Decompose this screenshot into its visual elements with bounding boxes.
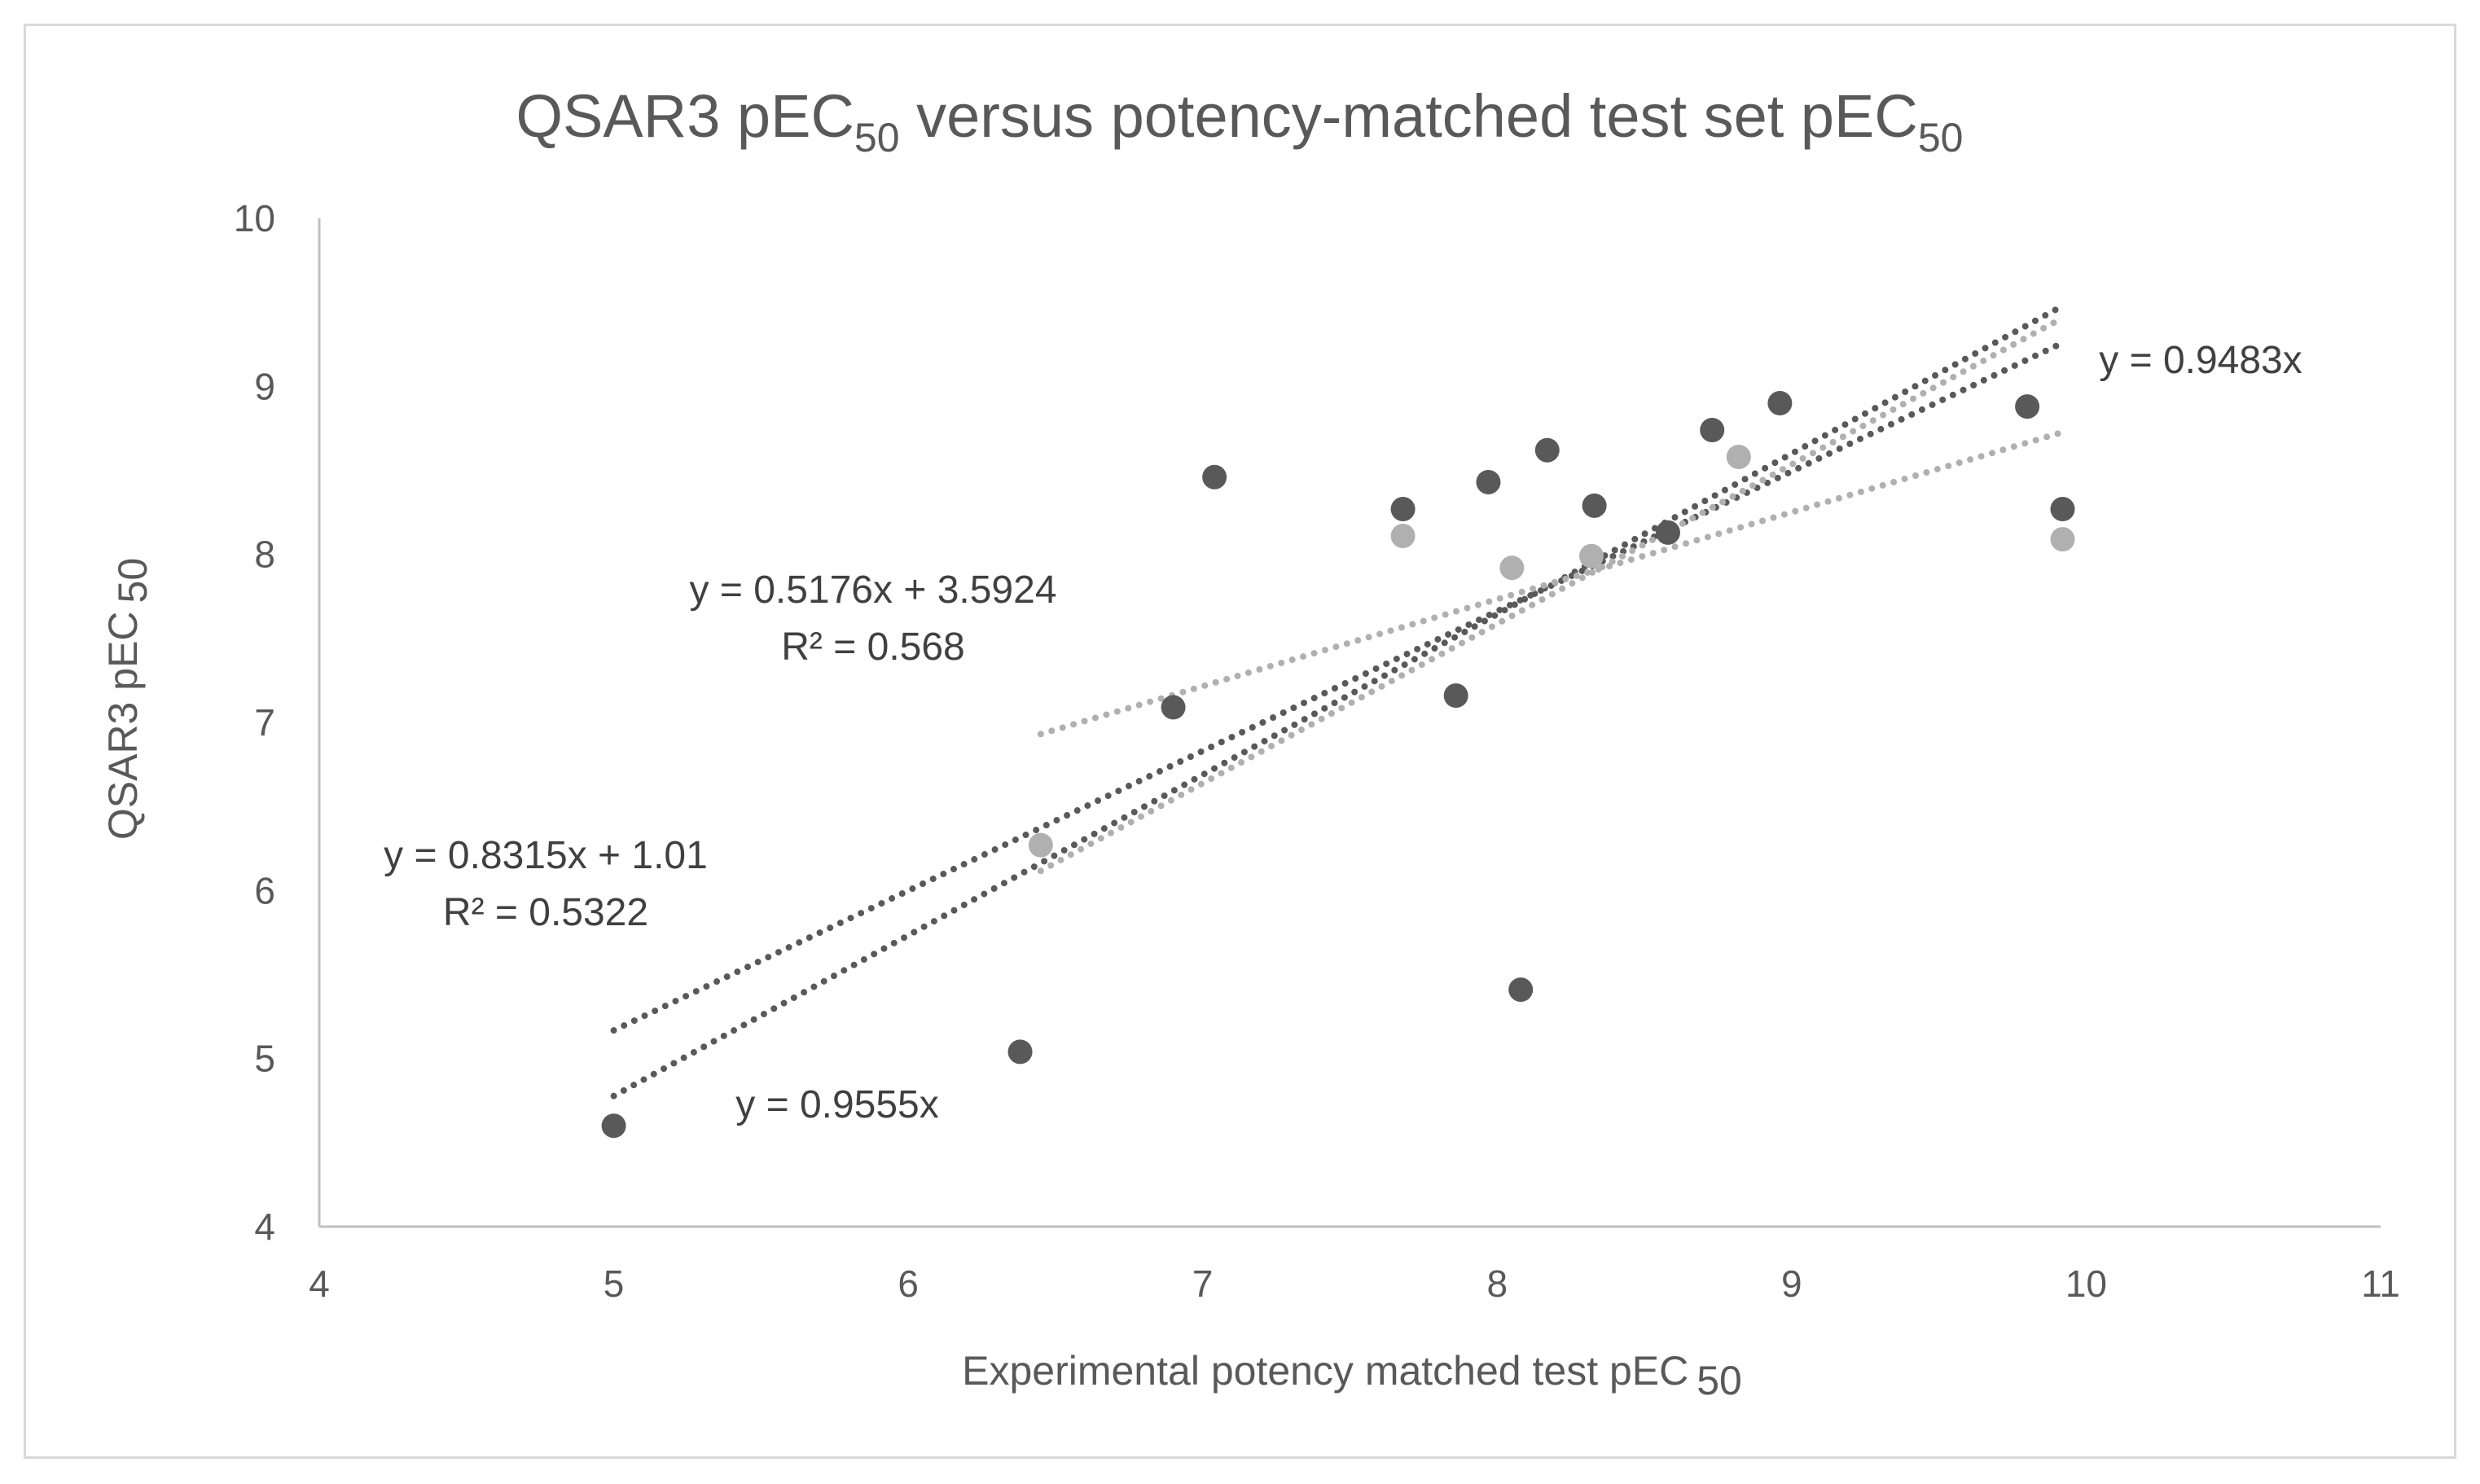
y-tick-label: 4 bbox=[254, 1205, 275, 1248]
point-dark bbox=[1443, 683, 1468, 708]
point-light bbox=[1578, 543, 1604, 569]
x-axis-title-sub: 50 bbox=[1696, 1358, 1742, 1403]
x-tick-label: 7 bbox=[1192, 1262, 1214, 1305]
x-tick-label: 8 bbox=[1486, 1262, 1508, 1305]
point-dark bbox=[1582, 493, 1607, 518]
point-dark bbox=[1655, 520, 1680, 545]
chart-title-main-sub: 50 bbox=[854, 115, 900, 160]
point-light bbox=[1028, 832, 1053, 858]
x-tick-label: 6 bbox=[898, 1262, 919, 1305]
chart-title-main: QSAR3 pEC bbox=[516, 82, 854, 150]
y-tick-label: 5 bbox=[254, 1038, 275, 1080]
point-dark bbox=[2015, 394, 2040, 419]
trendline-light-linear bbox=[1037, 428, 2066, 738]
trendline-dark-linear bbox=[610, 340, 2066, 1034]
eq-dark-linear-line2: R² = 0.5322 bbox=[443, 891, 648, 934]
y-axis-title-sub: 50 bbox=[110, 558, 156, 604]
trendline-light-through-origin bbox=[1037, 314, 2066, 875]
x-axis-title: Experimental potency matched test pEC 50 bbox=[962, 1348, 1742, 1403]
y-tick-label: 7 bbox=[254, 701, 275, 744]
x-tick-label: 11 bbox=[2361, 1262, 2400, 1305]
point-dark bbox=[1508, 977, 1534, 1003]
y-tick-label: 9 bbox=[254, 365, 275, 407]
y-tick-label: 6 bbox=[254, 869, 275, 911]
chart-title-mid: versus potency-matched test set pEC bbox=[900, 82, 1918, 150]
point-dark bbox=[1700, 417, 1725, 442]
point-dark bbox=[601, 1113, 626, 1139]
point-dark bbox=[1161, 695, 1186, 720]
axes bbox=[318, 218, 2381, 1228]
y-tick-label: 8 bbox=[254, 533, 275, 576]
y-axis-title-main: QSAR3 pEC bbox=[100, 611, 146, 840]
x-tick-label: 4 bbox=[309, 1262, 330, 1305]
x-axis-title-main: Experimental potency matched test pEC bbox=[962, 1348, 1688, 1394]
point-dark bbox=[1534, 437, 1560, 463]
eq-light-linear-line2: R² = 0.568 bbox=[781, 626, 964, 669]
point-dark bbox=[1390, 496, 1416, 521]
point-light bbox=[2050, 527, 2075, 552]
chart-title-mid-sub: 50 bbox=[1918, 115, 1964, 160]
y-tick-label: 10 bbox=[234, 197, 275, 239]
eq-light-origin-line1: y = 0.9483x bbox=[2099, 339, 2302, 382]
point-light bbox=[1499, 555, 1525, 581]
y-axis-title: QSAR3 pEC 50 bbox=[100, 558, 156, 840]
point-light bbox=[1390, 523, 1416, 548]
x-tick-label: 5 bbox=[604, 1262, 625, 1305]
y-tick-labels: 4 5 6 7 8 9 10 bbox=[234, 197, 275, 1248]
point-dark bbox=[1007, 1039, 1033, 1065]
eq-light-linear-line1: y = 0.5176x + 3.5924 bbox=[689, 569, 1056, 612]
data-points bbox=[601, 390, 2075, 1139]
eq-dark-linear-line1: y = 0.8315x + 1.01 bbox=[384, 834, 708, 877]
eq-dark-origin-line1: y = 0.9555x bbox=[735, 1083, 939, 1126]
x-tick-labels: 4 5 6 7 8 9 10 11 bbox=[309, 1262, 2400, 1305]
point-dark bbox=[1202, 464, 1227, 490]
point-dark bbox=[2050, 496, 2075, 521]
x-tick-label: 10 bbox=[2065, 1262, 2107, 1305]
trendline-dark-through-origin bbox=[610, 302, 2066, 1100]
chart-title: QSAR3 pEC50 versus potency-matched test … bbox=[516, 82, 1964, 160]
point-dark bbox=[1476, 469, 1501, 494]
point-dark bbox=[1767, 390, 1793, 415]
chart-frame bbox=[24, 24, 2456, 1459]
x-tick-label: 9 bbox=[1781, 1262, 1802, 1305]
trendlines bbox=[610, 302, 2066, 1100]
point-light bbox=[1726, 444, 1751, 469]
